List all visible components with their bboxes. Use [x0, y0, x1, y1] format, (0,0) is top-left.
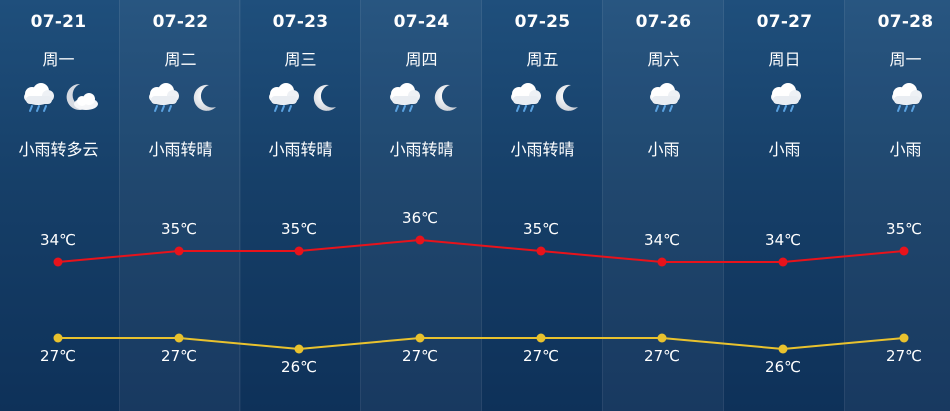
weather-description: 小雨	[647, 140, 680, 159]
low-temp-point	[415, 333, 425, 343]
high-temp-point	[53, 257, 63, 267]
rain-cloud-icon	[505, 82, 545, 114]
rain-cloud-icon	[765, 82, 805, 114]
rain-cloud-icon	[18, 82, 58, 114]
low-temp-point	[294, 344, 304, 354]
weather-icons	[361, 80, 482, 116]
date-label: 07-23	[272, 12, 329, 32]
weekday-label: 周一	[42, 50, 75, 69]
weather-icons	[603, 80, 724, 116]
weather-description: 小雨转多云	[18, 140, 99, 159]
moon-icon	[189, 82, 219, 114]
low-temp-point	[778, 344, 788, 354]
weekday-label: 周四	[405, 50, 438, 69]
high-temp-point	[174, 246, 184, 256]
weather-description: 小雨转晴	[389, 140, 454, 159]
day-column: 07-21 周一 小雨转多云	[0, 0, 119, 411]
rain-cloud-icon	[263, 82, 303, 114]
low-temp-line	[58, 337, 905, 351]
high-temp-label: 35℃	[523, 220, 559, 238]
date-label: 07-21	[30, 12, 87, 32]
high-temp-label: 35℃	[281, 220, 317, 238]
low-temp-label: 27℃	[40, 347, 76, 365]
weather-icons	[724, 80, 845, 116]
rain-cloud-icon	[384, 82, 424, 114]
weather-icons	[845, 80, 950, 116]
low-temp-label: 27℃	[523, 347, 559, 365]
day-column: 07-25 周五 小雨转晴	[481, 0, 603, 411]
low-temp-point	[53, 333, 63, 343]
low-temp-label: 27℃	[402, 347, 438, 365]
moon-icon	[551, 82, 581, 114]
high-temp-point	[415, 235, 425, 245]
rain-cloud-icon	[143, 82, 183, 114]
low-temp-label: 27℃	[161, 347, 197, 365]
high-temp-label: 35℃	[161, 220, 197, 238]
high-temp-label: 34℃	[644, 231, 680, 249]
high-temp-point	[657, 257, 667, 267]
weekday-label: 周日	[768, 50, 801, 69]
weather-description: 小雨转晴	[510, 140, 575, 159]
high-temp-line	[57, 238, 905, 263]
weather-description: 小雨	[889, 140, 922, 159]
low-temp-label: 26℃	[765, 358, 801, 376]
high-temp-label: 36℃	[402, 209, 438, 227]
weekday-label: 周六	[647, 50, 680, 69]
low-temp-point	[657, 333, 667, 343]
low-temp-point	[174, 333, 184, 343]
weather-icons	[240, 80, 361, 116]
weekday-label: 周五	[526, 50, 559, 69]
low-temp-label: 27℃	[644, 347, 680, 365]
date-label: 07-27	[756, 12, 813, 32]
date-label: 07-22	[152, 12, 209, 32]
date-label: 07-26	[635, 12, 692, 32]
high-temp-point	[899, 246, 909, 256]
high-temp-label: 35℃	[886, 220, 922, 238]
weather-icons	[482, 80, 603, 116]
weather-icons	[0, 80, 119, 116]
moon-icon	[430, 82, 460, 114]
weather-icons	[120, 80, 241, 116]
moon-icon	[309, 82, 339, 114]
day-column: 07-23 周三 小雨转晴	[239, 0, 361, 411]
rain-cloud-icon	[644, 82, 684, 114]
day-column: 07-27 周日 小雨	[723, 0, 845, 411]
cloudy-moon-icon	[64, 82, 100, 114]
high-temp-point	[294, 246, 304, 256]
weekday-label: 周二	[164, 50, 197, 69]
low-temp-point	[899, 333, 909, 343]
high-temp-label: 34℃	[765, 231, 801, 249]
high-temp-point	[778, 257, 788, 267]
date-label: 07-24	[393, 12, 450, 32]
rain-cloud-icon	[886, 82, 926, 114]
date-label: 07-28	[877, 12, 934, 32]
low-temp-label: 26℃	[281, 358, 317, 376]
low-temp-point	[536, 333, 546, 343]
high-temp-label: 34℃	[40, 231, 76, 249]
low-temp-label: 27℃	[886, 347, 922, 365]
high-temp-point	[536, 246, 546, 256]
weather-description: 小雨	[768, 140, 801, 159]
date-label: 07-25	[514, 12, 571, 32]
weather-description: 小雨转晴	[268, 140, 333, 159]
weekday-label: 周一	[889, 50, 922, 69]
weekday-label: 周三	[284, 50, 317, 69]
weather-description: 小雨转晴	[148, 140, 213, 159]
